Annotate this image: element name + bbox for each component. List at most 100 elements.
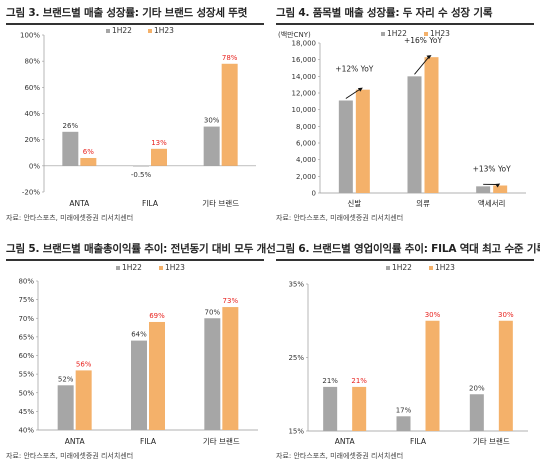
y-tick-label: 80% <box>18 278 34 286</box>
chart-panel-4: 그림 6. 브랜드별 영업이익률 추이: FILA 역대 최고 수준 기록 15… <box>276 241 540 463</box>
data-label: 56% <box>76 360 92 368</box>
yoy-arrowhead <box>357 87 363 92</box>
x-tick-label: ANTA <box>65 437 86 446</box>
y-tick-label: 65% <box>18 333 34 341</box>
bar-chart: 0 2,000 4,000 6,000 8,000 10,000 12,000 14,000 1… <box>278 29 526 208</box>
bar <box>407 76 422 193</box>
bar <box>221 63 238 166</box>
legend-label: 1H23 <box>165 263 185 272</box>
y-tick-label: 10,000 <box>292 106 317 114</box>
data-label: 21% <box>351 377 367 385</box>
yoy-annotation: +13% YoY <box>473 165 512 174</box>
y-tick-label: 35% <box>288 281 304 289</box>
legend-swatch <box>386 266 390 270</box>
y-tick-label: 8,000 <box>296 123 316 131</box>
yoy-annotation: +12% YoY <box>335 65 374 74</box>
legend-swatch <box>381 32 385 36</box>
legend-swatch <box>106 29 110 33</box>
legend-swatch <box>116 266 120 270</box>
y-tick-label: 16,000 <box>292 56 317 64</box>
data-label: 30% <box>498 311 514 319</box>
data-label: 21% <box>322 377 338 385</box>
bar <box>149 321 165 430</box>
bar <box>396 416 411 431</box>
y-tick-label: 45% <box>18 408 34 416</box>
y-tick-label: 75% <box>18 296 34 304</box>
yoy-arrow <box>414 55 430 75</box>
chart-title: 그림 6. 브랜드별 영업이익률 추이: FILA 역대 최고 수준 기록 <box>276 243 540 255</box>
data-label: 30% <box>425 311 441 319</box>
data-label: 6% <box>83 148 94 156</box>
title-underline <box>6 259 264 261</box>
y-tick-label: 70% <box>18 315 34 323</box>
y-tick-label: 14,000 <box>292 73 317 81</box>
data-label: 13% <box>151 139 167 147</box>
title-underline <box>6 23 264 25</box>
chart-panel-3: 그림 5. 브랜드별 매출총이익률 추이: 전년동기 대비 모두 개선 40% 4… <box>6 241 276 463</box>
bar <box>75 370 92 430</box>
y-tick-label: 25% <box>288 354 304 362</box>
y-tick-label: 60% <box>18 352 34 360</box>
chart-title: 그림 3. 브랜드별 매출 성장률: 기타 브랜드 성장세 뚜렷 <box>6 7 248 19</box>
title-underline <box>276 259 534 261</box>
chart-panel-2: 그림 4. 품목별 매출 성장률: 두 자리 수 성장 기록 0 2,000 4,0… <box>276 5 534 223</box>
y-tick-label: 40% <box>24 110 40 118</box>
chart-panel-1: 그림 3. 브랜드별 매출 성장률: 기타 브랜드 성장세 뚜렷 -20% 0% 2… <box>6 5 264 223</box>
legend-label: 1H22 <box>392 263 412 272</box>
legend-label: 1H23 <box>435 263 455 272</box>
x-tick-label: 기타 브랜드 <box>473 436 510 446</box>
y-tick-label: -20% <box>22 189 40 197</box>
bar <box>469 394 484 431</box>
bar <box>204 318 221 430</box>
bar <box>352 386 367 431</box>
yoy-annotation: +16% YoY <box>404 36 443 45</box>
bar <box>133 165 149 167</box>
bar <box>62 131 79 166</box>
y-tick-label: 15% <box>288 428 304 436</box>
chart-source: 자료: 안타스포츠, 미래에셋증권 리서치센터 <box>6 214 134 222</box>
yoy-arrowhead <box>495 183 501 188</box>
legend-swatch <box>148 29 152 33</box>
bar <box>222 307 239 430</box>
legend-label: 1H23 <box>154 26 174 35</box>
data-label: 26% <box>63 122 79 130</box>
bar <box>498 320 513 431</box>
data-label: 20% <box>469 384 485 392</box>
chart-title: 그림 4. 품목별 매출 성장률: 두 자리 수 성장 기록 <box>276 7 493 19</box>
y-tick-label: 55% <box>18 371 34 379</box>
legend-swatch <box>429 266 433 270</box>
y-tick-label: 0 <box>312 190 316 198</box>
bar <box>323 386 338 431</box>
bar-chart: 40% 45% 50% 55% 60% 65% 70% 75% 80% 1H22 1H23 ANTA 5… <box>18 263 258 446</box>
x-tick-label: 액세서리 <box>478 198 506 208</box>
chart-title: 그림 5. 브랜드별 매출총이익률 추이: 전년동기 대비 모두 개선 <box>6 243 276 255</box>
bar <box>57 385 74 430</box>
bar <box>131 340 147 430</box>
data-label: 52% <box>58 375 74 383</box>
bar <box>355 89 370 193</box>
yoy-arrowhead <box>426 55 432 60</box>
x-tick-label: FILA <box>410 437 427 446</box>
x-tick-label: 의류 <box>416 198 430 208</box>
y-tick-label: 0% <box>29 162 40 170</box>
chart-source: 자료: 안타스포츠, 미래에셋증권 리서치센터 <box>276 214 404 222</box>
y-tick-label: 50% <box>18 389 34 397</box>
y-tick-label: 18,000 <box>292 40 317 48</box>
legend-swatch <box>424 32 428 36</box>
y-tick-label: 6,000 <box>296 140 316 148</box>
legend-label: 1H22 <box>122 263 142 272</box>
bar <box>338 100 353 193</box>
y-tick-label: 100% <box>20 32 40 40</box>
x-tick-label: 신발 <box>347 199 361 208</box>
y-tick-label: 20% <box>24 136 40 144</box>
legend-label: 1H22 <box>112 26 132 35</box>
data-label: -0.5% <box>131 171 152 179</box>
data-label: 64% <box>131 331 147 339</box>
x-tick-label: 기타 브랜드 <box>203 436 240 446</box>
data-label: 69% <box>149 312 165 320</box>
y-tick-label: 2,000 <box>296 173 316 181</box>
chart-source: 자료: 안타스포츠, 미래에셋증권 리서치센터 <box>276 452 404 460</box>
data-label: 30% <box>204 117 220 125</box>
y-tick-label: 80% <box>24 58 40 66</box>
title-underline <box>276 23 534 25</box>
